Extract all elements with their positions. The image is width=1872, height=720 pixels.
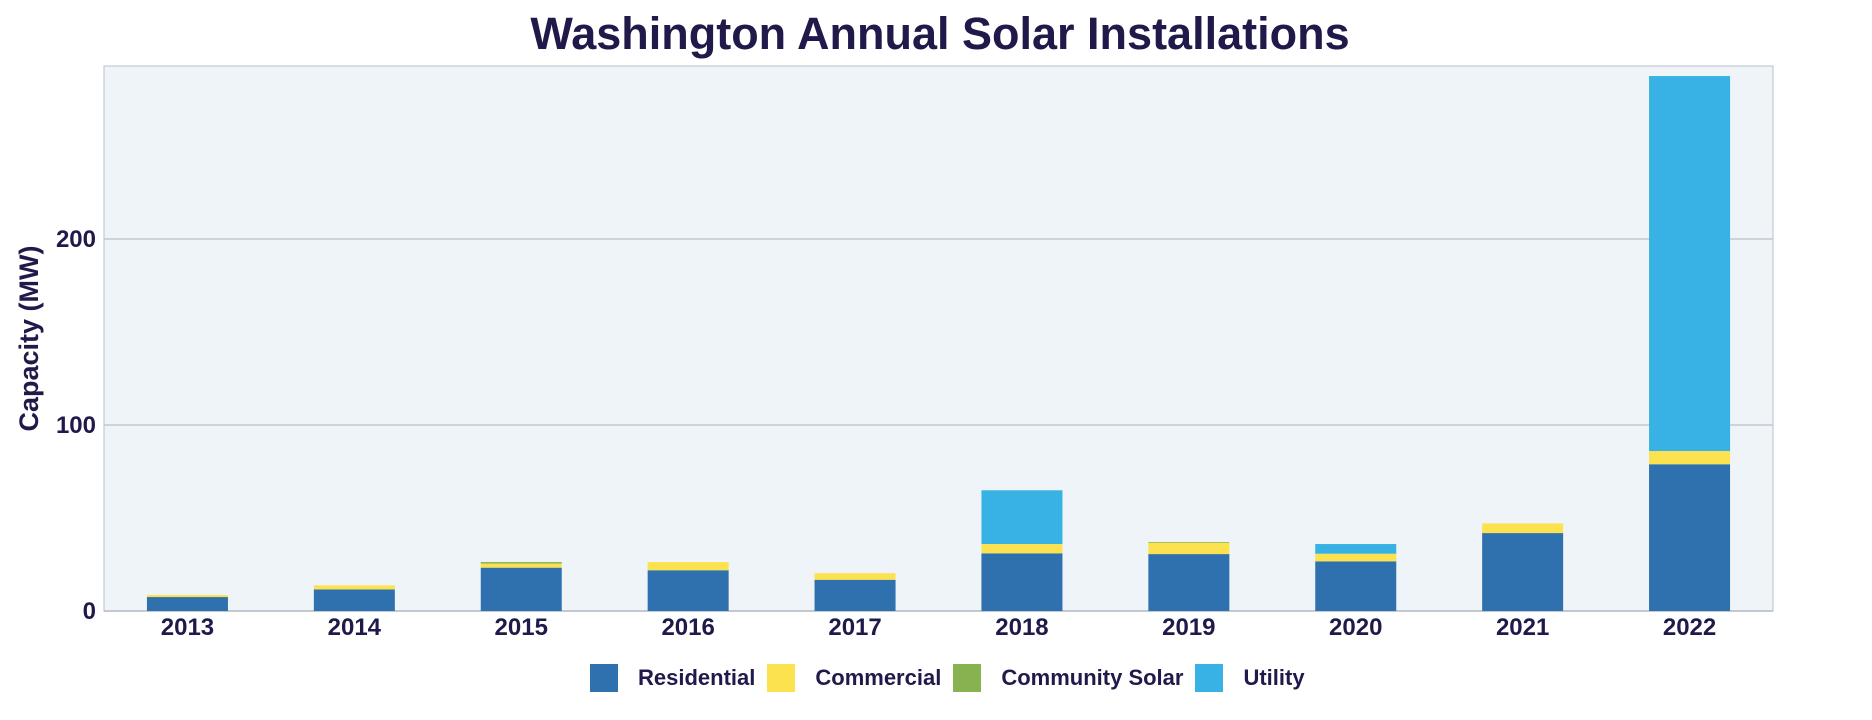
bar-commercial-2016: [647, 562, 729, 571]
legend-swatch: [767, 664, 796, 692]
x-tick-label: 2018: [995, 614, 1048, 641]
bar-commercial-2020: [1315, 553, 1397, 562]
y-tick-label: 0: [83, 598, 96, 625]
legend-swatch: [590, 664, 618, 692]
bar-commercial-2018: [981, 544, 1063, 554]
x-tick-label: 2022: [1663, 614, 1716, 641]
legend-swatch: [1195, 664, 1224, 692]
bar-residential-2021: [1482, 533, 1564, 611]
legend-swatch: [953, 664, 982, 692]
bar-commercial-2015: [480, 563, 562, 568]
legend-label: Residential: [638, 665, 756, 690]
legend-item[interactable]: Utility: [1195, 664, 1305, 692]
bar-commercial-2022: [1649, 451, 1731, 465]
x-tick-label: 2021: [1496, 614, 1549, 641]
y-tick-label: 100: [56, 412, 96, 439]
legend-item[interactable]: Community Solar: [953, 664, 1183, 692]
bar-residential-2013: [146, 597, 228, 611]
bar-utility-2020: [1315, 544, 1397, 554]
legend: Residential Commercial Community Solar Util…: [590, 664, 1317, 692]
bar-utility-2018: [981, 490, 1063, 545]
bar-community-solar-2015: [480, 562, 562, 564]
y-tick-label: 200: [56, 226, 96, 253]
x-tick-label: 2014: [328, 614, 382, 641]
legend-label: Community Solar: [1001, 665, 1184, 690]
bar-residential-2020: [1315, 561, 1397, 611]
bar-residential-2017: [814, 579, 896, 611]
bar-commercial-2013: [146, 595, 228, 598]
bar-commercial-2021: [1482, 523, 1564, 534]
x-tick-label: 2017: [828, 614, 881, 641]
chart-title: Washington Annual Solar Installations: [530, 8, 1350, 59]
x-tick-label: 2020: [1329, 614, 1382, 641]
legend-label: Commercial: [815, 665, 942, 690]
legend-label: Utility: [1243, 665, 1305, 690]
bar-community-solar-2019: [1148, 541, 1230, 543]
bar-residential-2022: [1649, 464, 1731, 611]
bar-residential-2019: [1148, 554, 1230, 611]
bar-utility-2022: [1649, 76, 1731, 452]
x-tick-label: 2015: [495, 614, 548, 641]
bar-residential-2016: [647, 570, 729, 611]
x-tick-label: 2019: [1162, 614, 1215, 641]
plot-area: [103, 65, 1774, 612]
bar-residential-2015: [480, 567, 562, 611]
x-tick-label: 2013: [161, 614, 214, 641]
bar-residential-2018: [981, 553, 1063, 611]
bar-commercial-2017: [814, 573, 896, 580]
legend-item[interactable]: Commercial: [767, 664, 941, 692]
y-axis-label: Capacity (MW): [14, 245, 44, 431]
bar-residential-2014: [313, 589, 395, 611]
x-tick-label: 2016: [661, 614, 714, 641]
legend-item[interactable]: Residential: [590, 664, 755, 692]
bar-commercial-2019: [1148, 542, 1230, 555]
bar-commercial-2014: [313, 585, 395, 590]
